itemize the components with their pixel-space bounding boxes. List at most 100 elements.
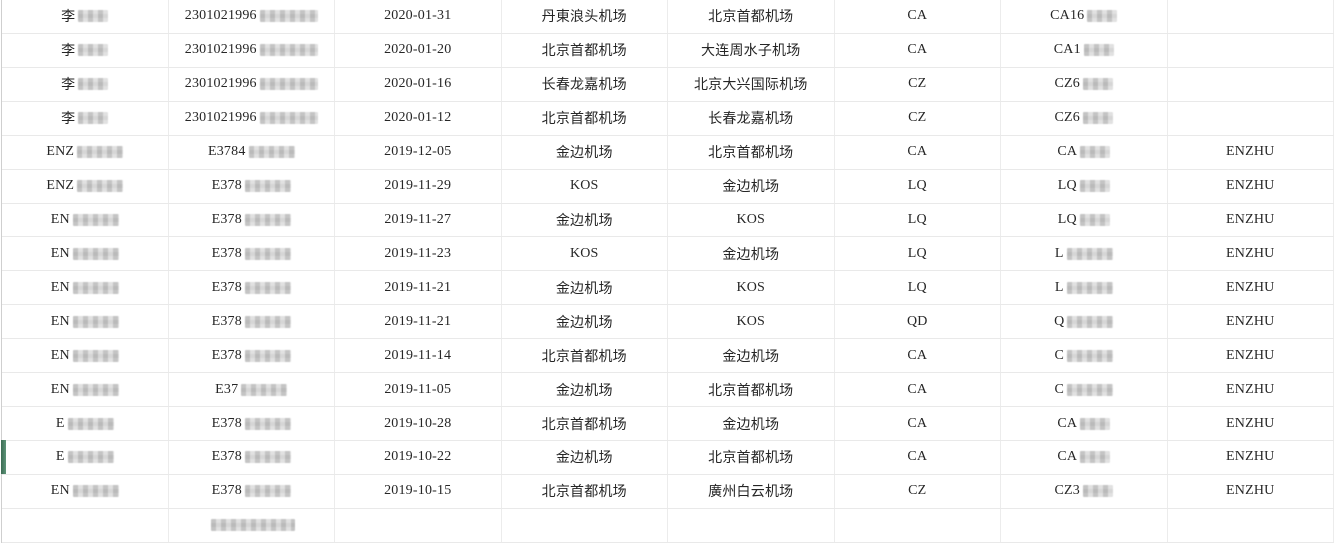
cell-flight-number[interactable]: CA (1001, 136, 1168, 169)
cell-passenger-pinyin[interactable] (1168, 34, 1334, 67)
cell-flight-date[interactable]: 2019-11-14 (335, 339, 502, 372)
cell-id-number[interactable]: E378 (169, 305, 336, 338)
cell-airline-code[interactable]: CA (835, 407, 1002, 440)
cell-flight-date[interactable]: 2019-10-15 (335, 475, 502, 508)
cell-airline-code[interactable]: CZ (835, 475, 1002, 508)
cell-arrival-airport[interactable]: KOS (668, 305, 835, 338)
cell-departure-airport[interactable]: 丹東浪头机场 (502, 0, 669, 33)
cell-arrival-airport[interactable]: KOS (668, 204, 835, 237)
cell-passenger-name[interactable]: EN (2, 271, 169, 304)
cell-departure-airport[interactable]: 北京首都机场 (502, 475, 669, 508)
cell-passenger-name[interactable]: 李 (2, 68, 169, 101)
cell-airline-code[interactable]: LQ (835, 237, 1002, 270)
cell-passenger-name[interactable]: EN (2, 475, 169, 508)
cell-id-number[interactable]: E378 (169, 170, 336, 203)
cell-flight-number[interactable]: LQ (1001, 170, 1168, 203)
cell-flight-number[interactable]: CA (1001, 441, 1168, 474)
cell-flight-number[interactable]: C (1001, 339, 1168, 372)
cell-arrival-airport[interactable]: KOS (668, 271, 835, 304)
cell-arrival-airport[interactable]: 金边机场 (668, 237, 835, 270)
cell-flight-date[interactable]: 2020-01-20 (335, 34, 502, 67)
cell-passenger-pinyin[interactable]: ENZHU (1168, 305, 1334, 338)
cell-airline-code[interactable]: CZ (835, 68, 1002, 101)
cell-airline-code[interactable]: CA (835, 136, 1002, 169)
cell-flight-date[interactable]: 2019-11-21 (335, 271, 502, 304)
cell-passenger-pinyin[interactable] (1168, 0, 1334, 33)
cell-flight-date[interactable]: 2019-11-27 (335, 204, 502, 237)
cell-flight-date[interactable]: 2020-01-16 (335, 68, 502, 101)
cell-arrival-airport[interactable]: 金边机场 (668, 407, 835, 440)
cell-airline-code[interactable]: CZ (835, 102, 1002, 135)
cell-passenger-pinyin[interactable]: ENZHU (1168, 271, 1334, 304)
cell-flight-date[interactable]: 2019-10-22 (335, 441, 502, 474)
cell-passenger-pinyin[interactable]: ENZHU (1168, 136, 1334, 169)
cell-airline-code[interactable]: CA (835, 373, 1002, 406)
cell-flight-number[interactable]: CZ6 (1001, 68, 1168, 101)
cell-passenger-name[interactable]: ENZ (2, 136, 169, 169)
cell-departure-airport[interactable]: 北京首都机场 (502, 102, 669, 135)
cell-airline-code[interactable]: CA (835, 441, 1002, 474)
cell-arrival-airport[interactable]: 北京首都机场 (668, 0, 835, 33)
cell-id-number[interactable]: E37 (169, 373, 336, 406)
cell-flight-date[interactable]: 2019-11-29 (335, 170, 502, 203)
cell-passenger-pinyin[interactable]: ENZHU (1168, 170, 1334, 203)
cell-passenger-name[interactable]: EN (2, 373, 169, 406)
cell-departure-airport[interactable]: KOS (502, 170, 669, 203)
cell-flight-date[interactable]: 2020-01-12 (335, 102, 502, 135)
cell-id-number[interactable]: 2301021996 (169, 0, 336, 33)
cell-id-number[interactable]: 2301021996 (169, 102, 336, 135)
cell-id-number[interactable]: E378 (169, 204, 336, 237)
cell-id-number[interactable]: E378 (169, 339, 336, 372)
cell-arrival-airport[interactable]: 大连周水子机场 (668, 34, 835, 67)
cell-passenger-name[interactable]: E (2, 407, 169, 440)
cell-departure-airport[interactable]: 长春龙嘉机场 (502, 68, 669, 101)
cell-airline-code[interactable]: QD (835, 305, 1002, 338)
cell-flight-number[interactable]: CA (1001, 407, 1168, 440)
cell-passenger-pinyin[interactable]: ENZHU (1168, 237, 1334, 270)
cell-id-number[interactable]: E378 (169, 271, 336, 304)
cell-id-number[interactable]: 2301021996 (169, 34, 336, 67)
cell-passenger-name[interactable]: EN (2, 204, 169, 237)
cell-arrival-airport[interactable]: 北京首都机场 (668, 441, 835, 474)
cell-passenger-pinyin[interactable]: ENZHU (1168, 204, 1334, 237)
cell-flight-number[interactable]: L (1001, 271, 1168, 304)
cell-id-number[interactable]: E3784 (169, 136, 336, 169)
cell-airline-code[interactable]: LQ (835, 170, 1002, 203)
cell-passenger-name[interactable]: 李 (2, 34, 169, 67)
cell-flight-number[interactable]: C (1001, 373, 1168, 406)
cell-passenger-name[interactable]: E (2, 441, 169, 474)
cell-flight-date[interactable]: 2019-11-05 (335, 373, 502, 406)
cell-arrival-airport[interactable]: 北京首都机场 (668, 136, 835, 169)
cell-departure-airport[interactable]: 金边机场 (502, 441, 669, 474)
cell-passenger-pinyin[interactable]: ENZHU (1168, 339, 1334, 372)
cell-id-number[interactable]: E378 (169, 407, 336, 440)
cell-airline-code[interactable]: CA (835, 34, 1002, 67)
cell-flight-date[interactable]: 2019-11-21 (335, 305, 502, 338)
cell-id-number[interactable]: E378 (169, 475, 336, 508)
cell-arrival-airport[interactable]: 北京首都机场 (668, 373, 835, 406)
cell-flight-date[interactable]: 2020-01-31 (335, 0, 502, 33)
cell-flight-date[interactable]: 2019-12-05 (335, 136, 502, 169)
cell-departure-airport[interactable]: 金边机场 (502, 136, 669, 169)
cell-flight-number[interactable]: LQ (1001, 204, 1168, 237)
cell-airline-code[interactable]: CA (835, 0, 1002, 33)
cell-flight-number[interactable]: CA16 (1001, 0, 1168, 33)
cell-passenger-name[interactable]: EN (2, 305, 169, 338)
cell-id-number[interactable]: E378 (169, 237, 336, 270)
cell-flight-number[interactable]: CZ6 (1001, 102, 1168, 135)
cell-id-number[interactable]: E378 (169, 441, 336, 474)
cell-departure-airport[interactable]: 金边机场 (502, 373, 669, 406)
cell-flight-date[interactable]: 2019-11-23 (335, 237, 502, 270)
cell-flight-number[interactable]: Q (1001, 305, 1168, 338)
cell-passenger-name[interactable]: EN (2, 237, 169, 270)
cell-arrival-airport[interactable]: 北京大兴国际机场 (668, 68, 835, 101)
cell-arrival-airport[interactable]: 长春龙嘉机场 (668, 102, 835, 135)
cell-arrival-airport[interactable]: 金边机场 (668, 339, 835, 372)
cell-passenger-pinyin[interactable]: ENZHU (1168, 441, 1334, 474)
cell-departure-airport[interactable]: 金边机场 (502, 204, 669, 237)
cell-passenger-name[interactable]: EN (2, 339, 169, 372)
cell-departure-airport[interactable]: 北京首都机场 (502, 339, 669, 372)
cell-passenger-name[interactable]: 李 (2, 102, 169, 135)
cell-passenger-name[interactable]: 李 (2, 0, 169, 33)
cell-arrival-airport[interactable]: 廣州白云机场 (668, 475, 835, 508)
